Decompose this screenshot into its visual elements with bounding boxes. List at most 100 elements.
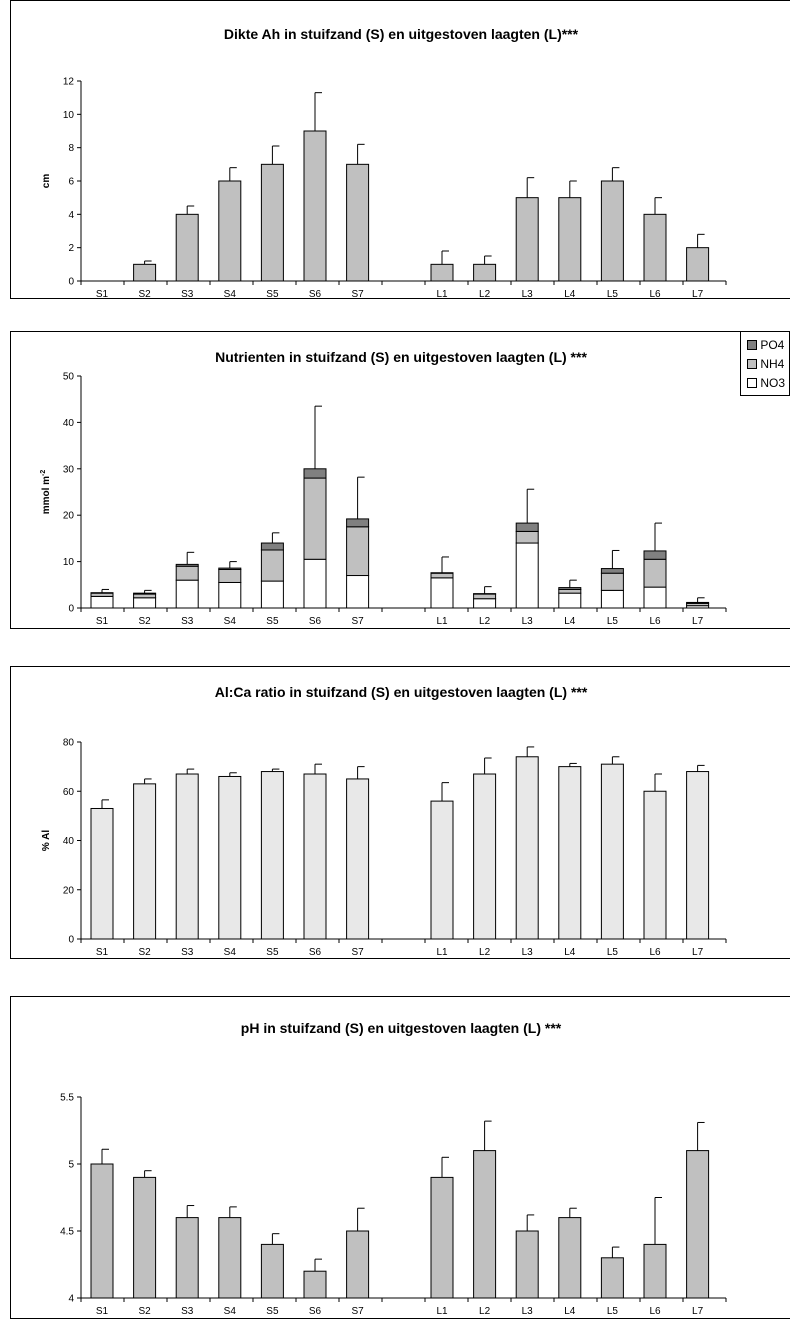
chart-title-nutrients: Nutrienten in stuifzand (S) en uitgestov… <box>215 349 587 365</box>
bar-po4-s6 <box>304 469 326 478</box>
bar-l6 <box>644 214 666 281</box>
chart-svg-nutrients: Nutrienten in stuifzand (S) en uitgestov… <box>11 332 790 630</box>
chart-title-thickness: Dikte Ah in stuifzand (S) en uitgestoven… <box>224 26 579 42</box>
bar-no3-l3 <box>516 543 538 608</box>
x-tick-label-l5: L5 <box>607 289 619 300</box>
x-tick-label-s5: S5 <box>266 947 279 958</box>
x-tick-label-l4: L4 <box>564 289 576 300</box>
y-tick-label-alca: 80 <box>63 738 75 749</box>
bar-nh4-l6 <box>644 559 666 587</box>
x-tick-label-l2: L2 <box>479 1306 491 1317</box>
bar-l3 <box>516 198 538 281</box>
bar-po4-l7 <box>687 602 709 603</box>
x-tick-label-s4: S4 <box>224 947 237 958</box>
x-tick-label-l3: L3 <box>522 616 534 627</box>
x-tick-label-l3: L3 <box>522 289 534 300</box>
x-tick-label-s7: S7 <box>351 1306 364 1317</box>
chart-panel-alca: Al:Ca ratio in stuifzand (S) en uitgesto… <box>10 666 790 959</box>
bar-l2 <box>474 1151 496 1298</box>
y-tick-label-alca: 60 <box>63 787 75 798</box>
x-tick-label-s4: S4 <box>224 616 237 627</box>
x-tick-label-l7: L7 <box>692 1306 704 1317</box>
bar-no3-l4 <box>559 593 581 608</box>
x-tick-label-l5: L5 <box>607 1306 619 1317</box>
chart-title-alca: Al:Ca ratio in stuifzand (S) en uitgesto… <box>215 684 588 700</box>
legend-label-nh4: NH4 <box>760 357 784 371</box>
bar-po4-s2 <box>134 593 156 594</box>
y-tick-label-thickness: 12 <box>63 77 75 88</box>
x-tick-label-l7: L7 <box>692 289 704 300</box>
bar-s6 <box>304 1271 326 1298</box>
legend-swatch-no3 <box>747 378 757 388</box>
bar-s5 <box>261 772 283 939</box>
x-tick-label-s1: S1 <box>96 947 109 958</box>
bar-no3-l2 <box>474 599 496 608</box>
bar-s3 <box>176 774 198 939</box>
bar-no3-s1 <box>91 596 113 608</box>
x-tick-label-l4: L4 <box>564 947 576 958</box>
bar-nh4-l4 <box>559 589 581 593</box>
y-axis-label-alca: % Al <box>41 830 52 852</box>
x-tick-label-l6: L6 <box>649 1306 661 1317</box>
x-tick-label-l2: L2 <box>479 947 491 958</box>
x-tick-label-l4: L4 <box>564 1306 576 1317</box>
bar-s5 <box>261 164 283 281</box>
x-tick-label-l1: L1 <box>436 616 448 627</box>
bar-po4-s4 <box>219 568 241 569</box>
bar-nh4-s6 <box>304 478 326 559</box>
bar-s7 <box>347 779 369 939</box>
x-tick-label-s1: S1 <box>96 616 109 627</box>
y-tick-label-nutrients: 40 <box>63 418 75 429</box>
x-tick-label-l7: L7 <box>692 616 704 627</box>
legend-item-no3: NO3 <box>747 373 785 392</box>
x-tick-label-s6: S6 <box>309 289 322 300</box>
chart-svg-ph: pH in stuifzand (S) en uitgestoven laagt… <box>11 997 790 1320</box>
bar-no3-l6 <box>644 587 666 608</box>
bar-nh4-s5 <box>261 550 283 581</box>
x-tick-label-s4: S4 <box>224 289 237 300</box>
bar-nh4-l1 <box>431 573 453 578</box>
y-tick-label-thickness: 8 <box>68 143 74 154</box>
bar-l7 <box>687 248 709 281</box>
bar-nh4-s4 <box>219 569 241 582</box>
x-tick-label-s5: S5 <box>266 616 279 627</box>
chart-legend: PO4 NH4 NO3 <box>740 331 790 396</box>
bar-no3-s6 <box>304 559 326 608</box>
x-tick-label-l5: L5 <box>607 616 619 627</box>
y-axis-label-thickness: cm <box>41 174 52 189</box>
bar-l3 <box>516 1231 538 1298</box>
y-tick-label-thickness: 10 <box>63 110 75 121</box>
bar-po4-l5 <box>601 569 623 574</box>
x-tick-label-l3: L3 <box>522 1306 534 1317</box>
bar-no3-l5 <box>601 590 623 608</box>
x-tick-label-s5: S5 <box>266 289 279 300</box>
y-tick-label-ph: 4.5 <box>60 1227 74 1238</box>
legend-item-po4: PO4 <box>747 335 785 354</box>
bar-s4 <box>219 776 241 939</box>
x-tick-label-l7: L7 <box>692 947 704 958</box>
chart-panel-nutrients: Nutrienten in stuifzand (S) en uitgestov… <box>10 331 790 629</box>
bar-s2 <box>134 1177 156 1298</box>
x-tick-label-s5: S5 <box>266 1306 279 1317</box>
bar-po4-s7 <box>347 519 369 527</box>
bar-l4 <box>559 1218 581 1298</box>
bar-l4 <box>559 198 581 281</box>
bar-s7 <box>347 1231 369 1298</box>
bar-s6 <box>304 131 326 281</box>
bar-no3-s3 <box>176 580 198 608</box>
bar-s2 <box>134 784 156 939</box>
y-axis-label-sup-nutrients: -2 <box>40 470 47 476</box>
y-tick-label-ph: 4 <box>68 1294 74 1305</box>
x-tick-label-s3: S3 <box>181 1306 194 1317</box>
x-tick-label-s1: S1 <box>96 1306 109 1317</box>
bar-nh4-s3 <box>176 566 198 580</box>
legend-label-po4: PO4 <box>760 338 784 352</box>
x-tick-label-l5: L5 <box>607 947 619 958</box>
x-tick-label-s3: S3 <box>181 947 194 958</box>
x-tick-label-l2: L2 <box>479 616 491 627</box>
x-tick-label-l1: L1 <box>436 947 448 958</box>
x-tick-label-s3: S3 <box>181 289 194 300</box>
bar-nh4-l3 <box>516 531 538 543</box>
bar-l2 <box>474 774 496 939</box>
x-tick-label-s2: S2 <box>138 616 151 627</box>
